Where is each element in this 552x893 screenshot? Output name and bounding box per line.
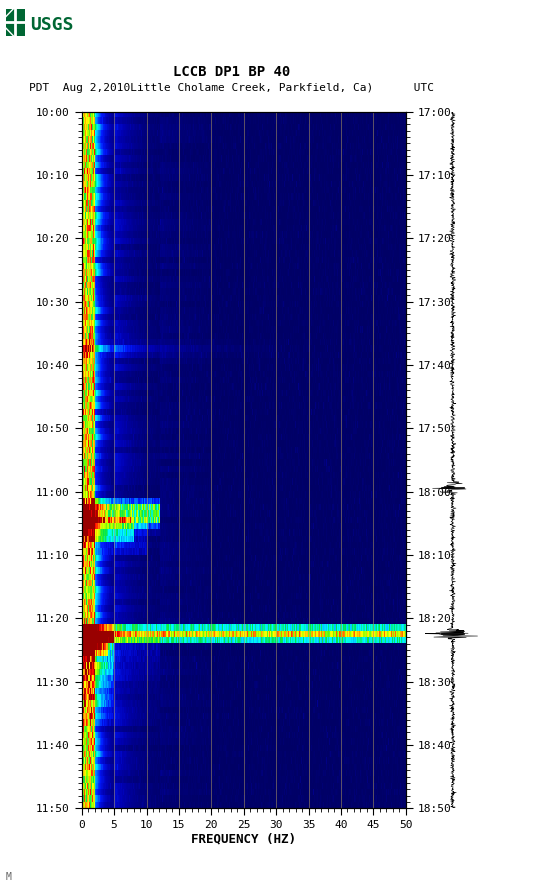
Text: USGS: USGS — [30, 16, 74, 34]
X-axis label: FREQUENCY (HZ): FREQUENCY (HZ) — [191, 833, 296, 846]
Text: PDT  Aug 2,2010Little Cholame Creek, Parkfield, Ca)      UTC: PDT Aug 2,2010Little Cholame Creek, Park… — [29, 83, 434, 93]
Text: M: M — [6, 872, 12, 881]
Text: LCCB DP1 BP 40: LCCB DP1 BP 40 — [173, 64, 290, 79]
